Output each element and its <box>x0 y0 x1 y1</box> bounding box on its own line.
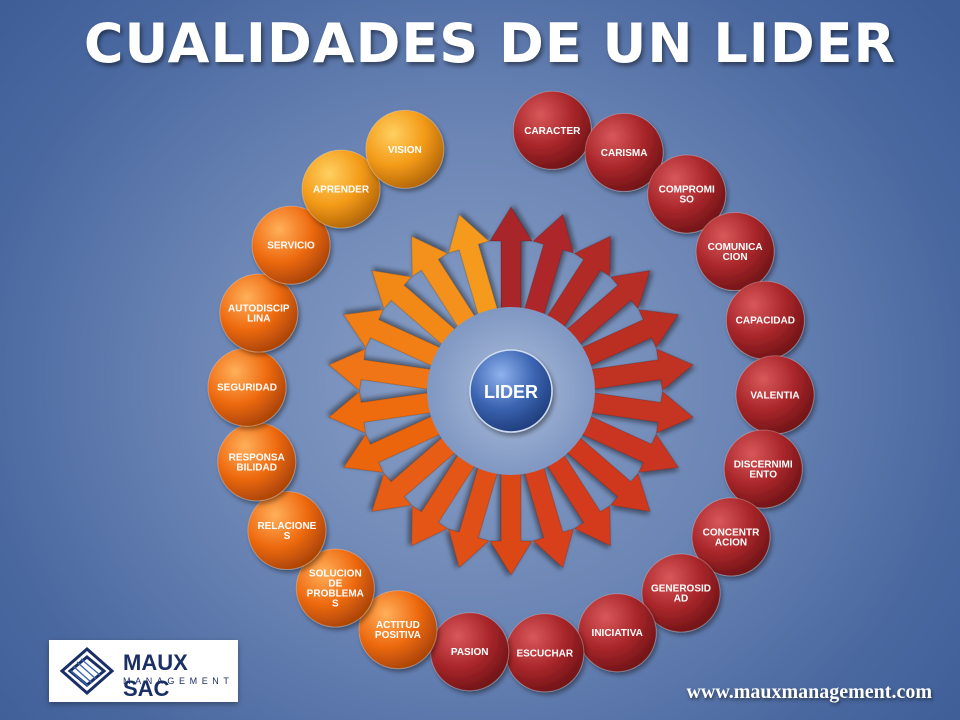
quality-label-comunicacion: COMUNICA CION <box>708 242 763 263</box>
quality-label-escuchar: ESCUCHAR <box>516 648 573 659</box>
quality-node-vision: VISION <box>365 109 445 189</box>
quality-label-valentia: VALENTIA <box>750 390 799 401</box>
quality-node-pasion: PASION <box>430 612 510 692</box>
center-lider-node <box>469 349 553 433</box>
page-title: CUALIDADES DE UN LIDER <box>83 12 897 75</box>
website-link[interactable]: www.mauxmanagement.com <box>686 681 932 703</box>
quality-node-valentia: VALENTIA <box>735 355 815 435</box>
quality-node-relaciones: RELACIONE S <box>247 491 327 570</box>
quality-label-carisma: CARISMA <box>601 148 648 159</box>
quality-node-escuchar: ESCUCHAR <box>505 613 585 693</box>
quality-label-concentracion: CONCENTR ACION <box>703 527 760 548</box>
logo-name: MAUX SAC <box>123 650 188 701</box>
quality-label-relaciones: RELACIONE S <box>257 521 316 542</box>
quality-node-comunicacion: COMUNICA CION <box>695 212 775 291</box>
quality-node-compromiso: COMPROMI SO <box>647 154 727 234</box>
quality-node-caracter: CARACTER <box>512 90 592 170</box>
quality-node-discernimiento: DISCERNIMI ENTO <box>723 429 803 509</box>
quality-label-pasion: PASION <box>451 647 489 658</box>
quality-node-servicio: SERVICIO <box>251 205 331 285</box>
quality-label-compromiso: COMPROMI SO <box>659 185 715 206</box>
quality-label-iniciativa: INICIATIVA <box>592 628 643 639</box>
quality-node-generosidad: GENEROSID AD <box>641 553 721 633</box>
quality-label-capacidad: CAPACIDAD <box>736 316 795 327</box>
quality-label-solucion-de-problemas: SOLUCION DE PROBLEMA S <box>307 569 364 610</box>
quality-node-concentracion: CONCENTR ACION <box>691 497 771 577</box>
quality-node-seguridad: SEGURIDAD <box>207 347 287 427</box>
quality-label-servicio: SERVICIO <box>267 241 315 252</box>
quality-label-vision: VISION <box>388 145 422 156</box>
logo-subtitle: MANAGEMENT <box>123 676 234 686</box>
center-label: LIDER <box>484 382 538 402</box>
quality-node-actitud-positiva: ACTITUD POSITIVA <box>358 590 438 670</box>
quality-label-generosidad: GENEROSID AD <box>651 584 711 605</box>
quality-label-caracter: CARACTER <box>524 126 581 137</box>
diamond-logo-icon <box>59 647 115 695</box>
quality-node-responsabilidad: RESPONSA BILIDAD <box>217 422 297 502</box>
quality-node-aprender: APRENDER <box>301 149 381 229</box>
quality-label-autodisciplina: AUTODISCIP LINA <box>228 304 290 325</box>
quality-node-capacidad: CAPACIDAD <box>725 280 805 360</box>
quality-label-responsabilidad: RESPONSA BILIDAD <box>229 452 285 473</box>
company-logo: MAUX SAC MANAGEMENT <box>49 640 238 702</box>
quality-node-carisma: CARISMA <box>584 112 664 192</box>
quality-label-aprender: APRENDER <box>313 185 370 196</box>
quality-label-discernimiento: DISCERNIMI ENTO <box>734 460 793 481</box>
quality-node-solucion-de-problemas: SOLUCION DE PROBLEMA S <box>295 548 375 628</box>
quality-node-iniciativa: INICIATIVA <box>577 593 657 673</box>
quality-node-autodisciplina: AUTODISCIP LINA <box>219 273 299 353</box>
quality-label-seguridad: SEGURIDAD <box>217 383 277 394</box>
quality-label-actitud-positiva: ACTITUD POSITIVA <box>375 620 421 641</box>
